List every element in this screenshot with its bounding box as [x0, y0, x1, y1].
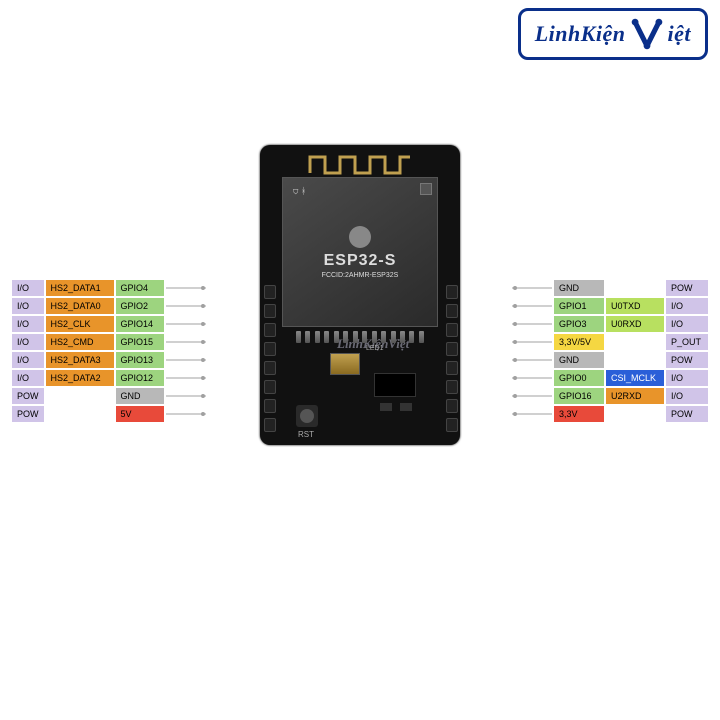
led-label: LED1 [366, 345, 384, 352]
pin-label: I/O [666, 370, 708, 386]
pin-label: 5V [116, 406, 164, 422]
trace-line-icon [166, 352, 206, 368]
ufl-connector-icon [420, 183, 432, 195]
pin-label: U0RXD [606, 316, 664, 332]
brand-text-2: iệt [668, 21, 692, 47]
pin-label: HS2_DATA3 [46, 352, 114, 368]
brand-logo: LinhKiện iệt [518, 8, 708, 60]
pin-label [46, 406, 114, 422]
trace-line-icon [512, 280, 552, 296]
pin-label: I/O [666, 316, 708, 332]
pin-label: GND [554, 352, 604, 368]
pin-label: POW [12, 406, 44, 422]
pin-label: HS2_CLK [46, 316, 114, 332]
trace-line-icon [512, 388, 552, 404]
pin-label: GPIO14 [116, 316, 164, 332]
left-col-hs2: HS2_DATA1 HS2_DATA0 HS2_CLK HS2_CMD HS2_DATA… [46, 280, 114, 422]
pin-label: GPIO16 [554, 388, 604, 404]
pin-label: HS2_DATA2 [46, 370, 114, 386]
pin-label: U0TXD [606, 298, 664, 314]
pin-label: GPIO15 [116, 334, 164, 350]
trace-line-icon [166, 406, 206, 422]
chip-fcc: FCCID:2AHMR-ESP32S [322, 272, 399, 279]
pin-label: POW [666, 352, 708, 368]
right-col-func: U0TXD U0RXD CSI_MCLK U2RXD [606, 280, 664, 422]
pin-label: CSI_MCLK [606, 370, 664, 386]
trace-line-icon [166, 280, 206, 296]
pin-label: HS2_CMD [46, 334, 114, 350]
capacitor-icon [400, 403, 412, 411]
esp32-chip: ⛉ ᚼ ESP32-S FCCID:2AHMR-ESP32S LinhKiệnV… [282, 177, 438, 327]
pin-label [606, 280, 664, 296]
trace-line-icon [512, 352, 552, 368]
pin-label [46, 388, 114, 404]
trace-line-icon [512, 406, 552, 422]
pin-label: I/O [12, 370, 44, 386]
trace-line-icon [166, 370, 206, 386]
header-right-icon [446, 285, 456, 432]
right-col-gpio: GND GPIO1 GPIO3 3,3V/5V GND GPIO0 GPIO16 3,3V [554, 280, 604, 422]
left-col-gpio: GPIO4 GPIO2 GPIO14 GPIO15 GPIO13 GPIO12 GND 5V [116, 280, 164, 422]
right-col-io: POW I/O I/O P_OUT POW I/O I/O POW [666, 280, 708, 422]
pin-label: I/O [12, 280, 44, 296]
pin-label: GPIO0 [554, 370, 604, 386]
pinout-right: GND GPIO1 GPIO3 3,3V/5V GND GPIO0 GPIO16 3,3V U… [512, 280, 708, 422]
pin-label: GPIO2 [116, 298, 164, 314]
pin-label: GND [116, 388, 164, 404]
pin-label: U2RXD [606, 388, 664, 404]
esp32-board: ⛉ ᚼ ESP32-S FCCID:2AHMR-ESP32S LinhKiệnV… [260, 145, 460, 445]
capacitor-icon [380, 403, 392, 411]
pin-label: I/O [666, 298, 708, 314]
pin-label: I/O [12, 316, 44, 332]
trace-line-icon [166, 316, 206, 332]
chip-name: ESP32-S [324, 252, 397, 270]
header-left-icon [264, 285, 274, 432]
left-col-io: I/O I/O I/O I/O I/O I/O POW POW [12, 280, 44, 422]
pin-label: I/O [666, 388, 708, 404]
pin-label: HS2_DATA0 [46, 298, 114, 314]
pin-label: I/O [12, 298, 44, 314]
brand-text-1: LinhKiện [535, 21, 626, 47]
voltage-regulator-icon [374, 373, 416, 397]
pin-label [606, 406, 664, 422]
pin-label: GPIO3 [554, 316, 604, 332]
pin-label: POW [666, 406, 708, 422]
trace-line-icon [166, 388, 206, 404]
trace-line-icon [512, 298, 552, 314]
crystal-icon [330, 353, 360, 375]
pin-label: GPIO12 [116, 370, 164, 386]
trace-line-icon [166, 298, 206, 314]
trace-line-icon [512, 334, 552, 350]
pin-label: 3,3V [554, 406, 604, 422]
pin-label: POW [666, 280, 708, 296]
trace-line-icon [166, 334, 206, 350]
reset-button-icon [296, 405, 318, 427]
brand-v-icon [630, 17, 664, 51]
wifi-bt-icon: ⛉ ᚼ [293, 186, 306, 196]
trace-line-icon [512, 316, 552, 332]
pin-label: GPIO4 [116, 280, 164, 296]
chip-castellated-pins-icon [296, 331, 424, 343]
espressif-logo-icon [349, 226, 371, 248]
pin-label [606, 352, 664, 368]
rst-label: RST [298, 430, 314, 439]
pin-label: 3,3V/5V [554, 334, 604, 350]
left-traces [166, 280, 206, 422]
pinout-left: I/OI/OI/OI/OI/OI/OPOWPOW HS2_DATA1HS2_DA… [12, 280, 206, 422]
pin-label: GPIO1 [554, 298, 604, 314]
antenna-trace-icon [305, 153, 415, 175]
pin-label: HS2_DATA1 [46, 280, 114, 296]
pin-label: POW [12, 388, 44, 404]
pin-label: I/O [12, 334, 44, 350]
trace-line-icon [512, 370, 552, 386]
pin-label: GPIO13 [116, 352, 164, 368]
pin-label: P_OUT [666, 334, 708, 350]
right-traces [512, 280, 552, 422]
pin-label: GND [554, 280, 604, 296]
pin-label: I/O [12, 352, 44, 368]
pin-label [606, 334, 664, 350]
